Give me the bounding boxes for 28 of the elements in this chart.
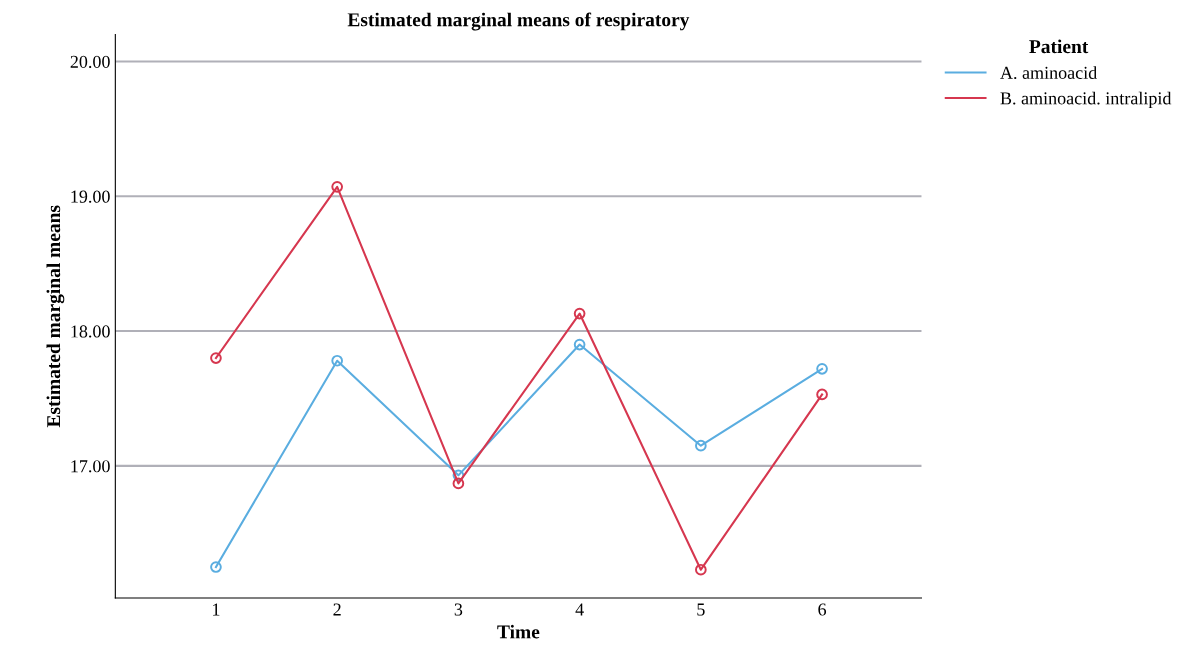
- legend-label: A. aminoacid: [1000, 66, 1097, 80]
- x-tick-label: 2: [333, 603, 341, 616]
- point: [816, 388, 828, 401]
- point: [452, 469, 465, 482]
- legend-title: Patient: [1029, 39, 1089, 54]
- x-tick-label: 3: [454, 603, 463, 616]
- x-tick-label: 4: [575, 603, 584, 616]
- x-tick-label: 5: [697, 603, 705, 616]
- point: [816, 363, 828, 375]
- point: [573, 307, 586, 320]
- point: [210, 561, 222, 573]
- y-tick-label: 20.00: [70, 55, 110, 68]
- point: [331, 354, 343, 367]
- y-tick-label: 17.00: [71, 460, 110, 473]
- x-tick-label: 6: [818, 603, 827, 616]
- point: [331, 180, 343, 193]
- y-tick-label: 19.00: [71, 190, 110, 203]
- x-axis-title: Time: [497, 624, 540, 639]
- chart-title: Estimated marginal means of respiratory: [347, 12, 690, 31]
- y-tick-label: 18.00: [71, 325, 110, 338]
- legend-label: B. aminoacid. intralipid: [1000, 91, 1172, 109]
- point: [695, 439, 707, 452]
- x-tick-label: 1: [213, 603, 220, 616]
- point: [210, 352, 222, 364]
- point: [695, 563, 707, 576]
- point: [573, 338, 586, 351]
- y-axis-title: Estimated marginal means: [46, 205, 65, 428]
- point: [452, 477, 465, 490]
